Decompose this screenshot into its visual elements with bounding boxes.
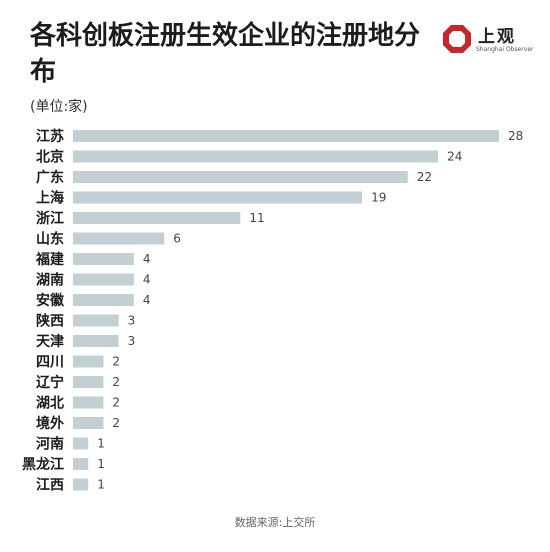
- bar: [73, 171, 408, 183]
- value-label: 2: [112, 355, 120, 369]
- bar: [73, 458, 89, 470]
- value-label: 22: [417, 170, 432, 184]
- bar: [73, 376, 104, 388]
- category-label: 河南: [36, 436, 64, 453]
- value-label: 28: [508, 129, 523, 143]
- value-label: 1: [97, 478, 105, 492]
- logo-name: 上观: [478, 27, 516, 47]
- category-label: 湖南: [36, 272, 64, 289]
- logo-subtitle: Shanghai Observer: [476, 46, 534, 53]
- category-label: 天津: [36, 333, 64, 350]
- bar: [73, 273, 134, 286]
- bar: [73, 355, 104, 368]
- value-label: 6: [173, 232, 181, 246]
- bar: [73, 232, 165, 245]
- chart-title: 各科创板注册生效企业的注册地分布: [30, 21, 421, 87]
- value-label: 4: [143, 293, 151, 307]
- value-label: 3: [128, 334, 136, 348]
- category-label: 安徽: [36, 292, 65, 309]
- bar: [73, 130, 499, 142]
- bar: [73, 212, 241, 224]
- value-label: 2: [112, 416, 120, 430]
- category-label: 黑龙江: [22, 456, 64, 473]
- brand-logo: 上观 Shanghai Observer: [442, 22, 534, 58]
- category-label: 陕西: [36, 313, 64, 330]
- category-label: 广东: [36, 169, 64, 186]
- value-label: 2: [112, 375, 120, 389]
- bar: [73, 417, 104, 429]
- category-label: 辽宁: [36, 374, 64, 391]
- bar: [73, 437, 89, 450]
- bar: [73, 396, 104, 409]
- value-label: 19: [371, 191, 386, 205]
- bar: [73, 253, 134, 265]
- category-label: 上海: [36, 190, 64, 207]
- category-label: 山东: [36, 231, 64, 248]
- category-label: 境外: [36, 415, 64, 432]
- value-label: 24: [447, 150, 462, 164]
- value-label: 1: [97, 457, 105, 471]
- bar: [73, 478, 89, 491]
- value-label: 11: [249, 211, 264, 225]
- category-label: 福建: [35, 251, 64, 268]
- category-label: 北京: [36, 149, 64, 166]
- value-label: 1: [97, 437, 105, 451]
- bar: [73, 150, 439, 163]
- unit-label: (单位:家): [30, 99, 88, 115]
- category-label: 湖北: [36, 396, 64, 412]
- bar: [73, 191, 363, 204]
- octagon-logo-icon: [443, 25, 471, 53]
- bar: [73, 294, 134, 306]
- value-label: 4: [143, 252, 151, 266]
- category-label: 江苏: [36, 128, 64, 145]
- category-label: 江西: [36, 477, 64, 494]
- bar: [73, 314, 119, 327]
- bar: [73, 335, 119, 347]
- value-label: 4: [143, 273, 151, 287]
- value-label: 3: [128, 314, 136, 328]
- category-label: 四川: [36, 355, 64, 371]
- category-label: 浙江: [36, 210, 64, 227]
- value-label: 2: [112, 396, 120, 410]
- data-source: 数据来源:上交所: [234, 516, 316, 529]
